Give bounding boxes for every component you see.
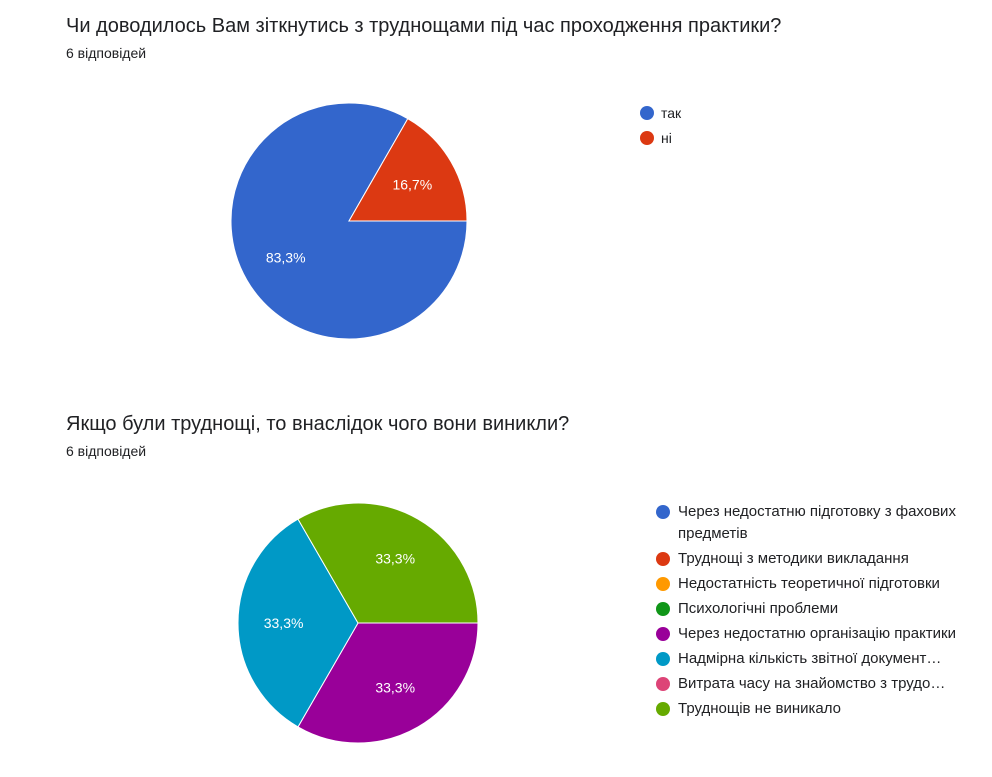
- legend-item: Недостатність теоретичної підготовки: [656, 573, 976, 595]
- legend-item: Надмірна кількість звітної документ…: [656, 648, 976, 670]
- slice-value-label: 33,3%: [375, 551, 415, 567]
- slice-value-label: 33,3%: [264, 615, 304, 631]
- legend-1: так ні: [640, 103, 681, 153]
- legend-color-dot: [656, 577, 670, 591]
- slice-value-label: 83,3%: [266, 250, 306, 266]
- pie-chart-2: 33,3% 33,3% 33,3%: [237, 502, 479, 744]
- pie-chart-1: 83,3% 16,7%: [230, 102, 468, 340]
- pie-slice: [230, 102, 468, 340]
- legend-item: Через недостатню організацію практики: [656, 623, 976, 645]
- legend-label: Через недостатню організацію практики: [678, 625, 956, 642]
- legend-label: Труднощів не виникало: [678, 700, 841, 717]
- legend-item: ні: [640, 128, 681, 148]
- legend-item: Через недостатню підготовку з фахових пр…: [656, 501, 976, 545]
- pie-slice: [237, 518, 359, 728]
- legend-color-dot: [656, 652, 670, 666]
- slice-value-label: 33,3%: [375, 679, 415, 695]
- legend-2: Через недостатню підготовку з фахових пр…: [656, 501, 976, 723]
- legend-item: Труднощі з методики викладання: [656, 548, 976, 570]
- legend-item: Витрата часу на знайомство з трудо…: [656, 673, 976, 695]
- legend-label: так: [661, 105, 682, 121]
- legend-item: Психологічні проблеми: [656, 598, 976, 620]
- legend-label: ні: [661, 130, 672, 146]
- legend-item: так: [640, 103, 681, 123]
- legend-color-dot: [656, 702, 670, 716]
- pie-slice: [297, 622, 479, 744]
- legend-label: Через недостатню підготовку з фахових пр…: [678, 503, 956, 542]
- legend-color-dot: [656, 677, 670, 691]
- legend-label: Труднощі з методики викладання: [678, 550, 909, 567]
- legend-label: Недостатність теоретичної підготовки: [678, 575, 940, 592]
- question-2-response-count: 6 відповідей: [66, 443, 147, 459]
- legend-label: Надмірна кількість звітної документ…: [678, 650, 942, 667]
- legend-color-dot: [640, 106, 654, 120]
- legend-color-dot: [656, 552, 670, 566]
- legend-color-dot: [656, 505, 670, 519]
- question-2: Якщо були труднощі, то внаслідок чого во…: [0, 397, 992, 777]
- slice-value-label: 16,7%: [392, 176, 432, 192]
- legend-color-dot: [656, 627, 670, 641]
- legend-color-dot: [640, 131, 654, 145]
- question-1: Чи доводилось Вам зіткнутись з труднощам…: [0, 0, 992, 380]
- question-2-title: Якщо були труднощі, то внаслідок чого во…: [66, 413, 570, 435]
- legend-color-dot: [656, 602, 670, 616]
- pie-slice: [297, 502, 479, 624]
- question-1-title: Чи доводилось Вам зіткнутись з труднощам…: [66, 15, 782, 37]
- legend-label: Витрата часу на знайомство з трудо…: [678, 675, 946, 692]
- question-1-response-count: 6 відповідей: [66, 45, 147, 61]
- legend-label: Психологічні проблеми: [678, 600, 839, 617]
- legend-item: Труднощів не виникало: [656, 698, 976, 720]
- pie-slice: [348, 118, 468, 222]
